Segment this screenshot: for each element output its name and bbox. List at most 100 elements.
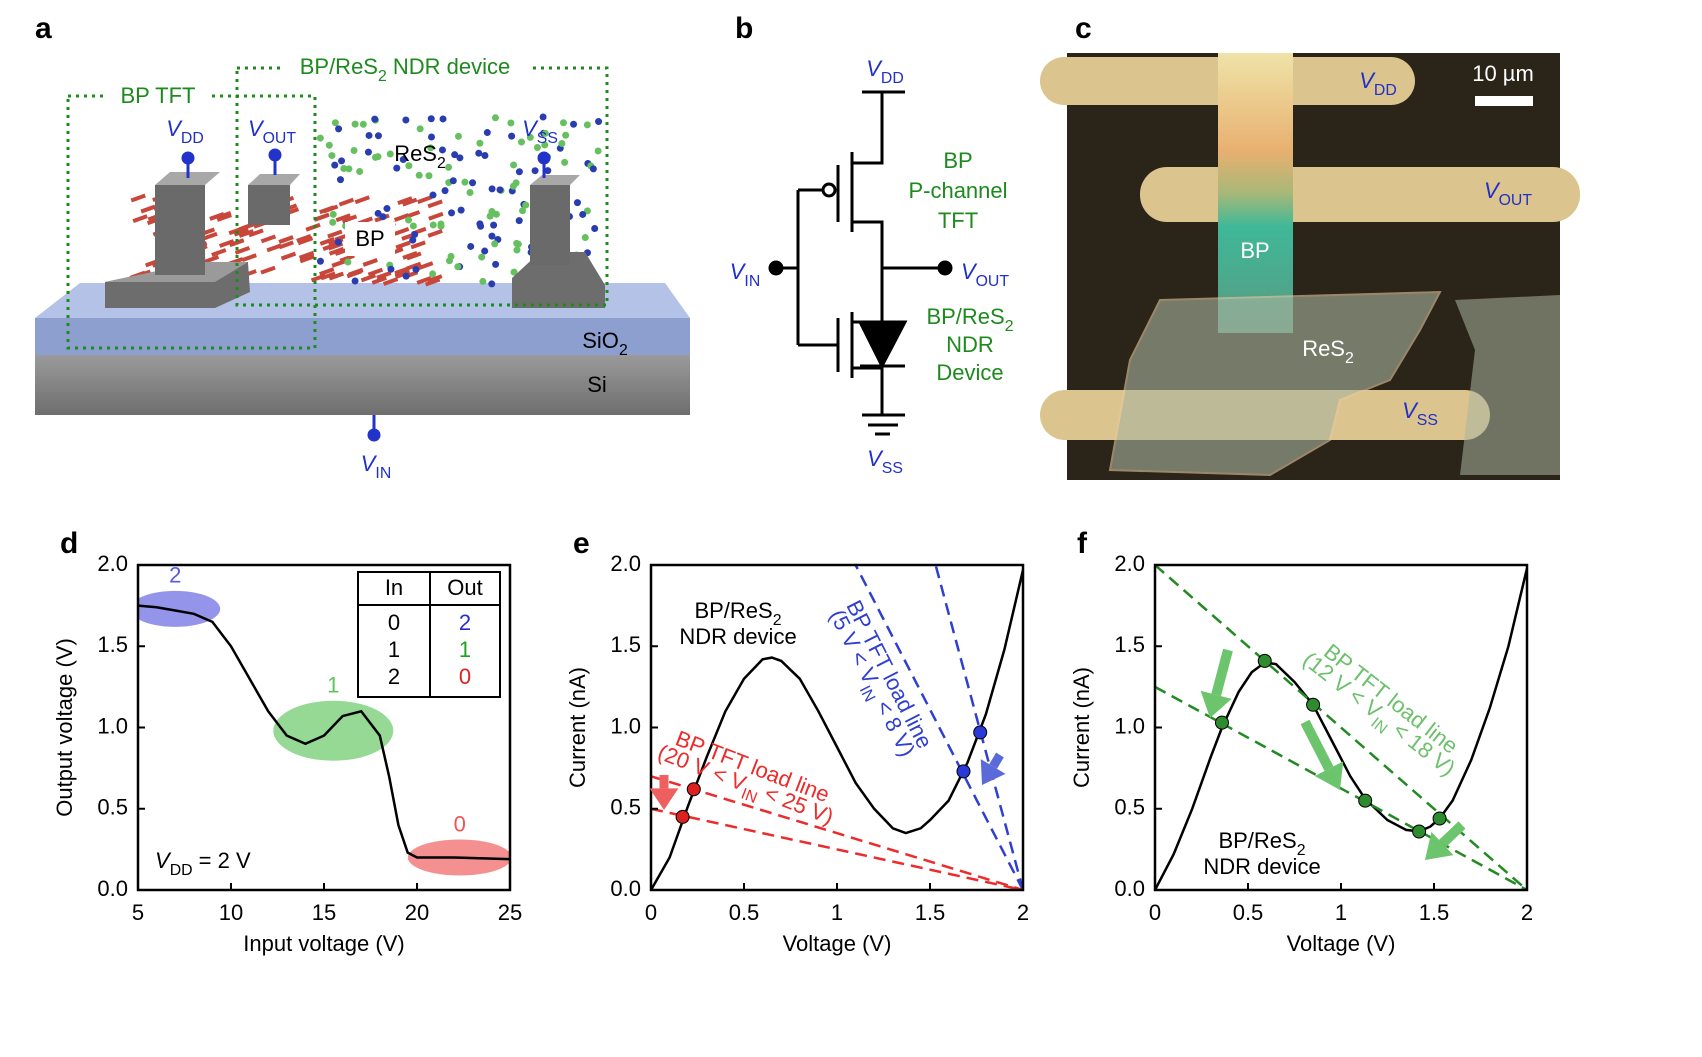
- curve: [651, 569, 1023, 890]
- marker: [1214, 715, 1229, 730]
- label: VIN: [730, 259, 761, 290]
- res2-atom: [539, 113, 547, 121]
- plot-area: [138, 590, 510, 876]
- res2-atom: [486, 212, 494, 220]
- bp-atom-bond: [416, 275, 432, 285]
- panel-label: e: [573, 527, 590, 560]
- res2-atom: [451, 151, 459, 159]
- res2-atom: [526, 133, 534, 141]
- res2-atom: [383, 205, 391, 213]
- bp-atom-bond: [260, 234, 277, 244]
- bp-atom-bond: [382, 277, 399, 286]
- label-part: SS: [882, 460, 903, 477]
- label-part: V: [248, 116, 265, 141]
- res2-atom: [336, 176, 344, 184]
- res2-atom: [467, 242, 475, 250]
- res2-atom: [351, 120, 359, 128]
- pin-head: [367, 428, 381, 442]
- y-tick-label: 2.0: [610, 551, 641, 576]
- marker: [1257, 653, 1272, 668]
- bp-atom-bond: [341, 214, 358, 224]
- x-tick-label: 0.5: [729, 900, 760, 925]
- bp-atom-bond: [371, 275, 387, 285]
- y-tick-label: 1.5: [97, 632, 128, 657]
- res2-atom: [415, 171, 423, 179]
- res2-atom: [371, 115, 379, 123]
- bp-atom-bond: [202, 231, 218, 241]
- bp-atom-bond: [130, 193, 146, 203]
- res2-atom: [469, 179, 477, 187]
- label-bg: [345, 222, 395, 256]
- label-part: V: [1484, 178, 1501, 203]
- bp-atom-bond: [298, 250, 315, 260]
- table-header: Out: [447, 575, 482, 600]
- arrow-shaft: [1211, 648, 1233, 697]
- res2-flake: [1455, 295, 1560, 475]
- bp-atom-bond: [266, 243, 282, 253]
- res2-atom: [325, 141, 333, 149]
- res2-atom: [439, 115, 447, 123]
- electrodes: [66, 55, 609, 442]
- res2-atom: [402, 116, 410, 124]
- res2-atom: [316, 257, 324, 265]
- bp-atom-bond: [428, 211, 444, 221]
- y-tick-label: 2.0: [1114, 551, 1145, 576]
- highlight-label: 1: [327, 673, 339, 698]
- marker: [1432, 811, 1447, 826]
- label: ReS2: [394, 141, 446, 172]
- label: BP: [1240, 238, 1269, 263]
- label-part: 2: [619, 342, 628, 359]
- label: BP: [943, 148, 972, 173]
- bp-atom-bond: [339, 253, 355, 263]
- res2-atom: [429, 221, 437, 229]
- label: BP TFT: [121, 83, 196, 108]
- res2-atom: [345, 165, 353, 173]
- label-part: NDR device: [387, 54, 510, 79]
- y-tick-label: 2.0: [97, 551, 128, 576]
- panel-label: a: [35, 12, 52, 45]
- res2-atom: [329, 218, 337, 226]
- label: VOUT: [248, 116, 296, 147]
- y-tick-label: 1.0: [1114, 713, 1145, 738]
- bp-atom-bond: [209, 212, 225, 221]
- res2-atom: [544, 167, 552, 175]
- x-axis-label: Input voltage (V): [243, 931, 404, 956]
- x-tick-label: 20: [405, 900, 429, 925]
- res2-atom: [483, 129, 491, 137]
- annotation-part: IN: [739, 785, 760, 807]
- bp-atom-bond: [376, 270, 392, 280]
- res2-atom: [595, 118, 603, 126]
- table-cell: 0: [459, 664, 471, 689]
- res2-atom: [416, 125, 424, 133]
- res2-atom: [441, 187, 449, 195]
- bp-atom-bond: [394, 266, 410, 276]
- annotation: NDR device: [679, 624, 796, 649]
- highlight-label: 2: [169, 563, 181, 588]
- bp-atom-bond: [216, 213, 232, 222]
- table-cell: 0: [388, 610, 400, 635]
- highlight: [138, 590, 221, 627]
- marker: [956, 764, 971, 779]
- res2-atom: [488, 185, 496, 193]
- arrow-head: [649, 788, 679, 810]
- y-axis-label: Output voltage (V): [52, 638, 77, 817]
- bp-atom-bond: [354, 195, 370, 205]
- label: Si: [587, 372, 607, 397]
- label-part: V: [1402, 398, 1419, 423]
- label-part: OUT: [263, 130, 297, 147]
- bp-atom-bond: [241, 253, 257, 263]
- bp-atom-bond: [228, 226, 244, 236]
- res2-atom: [512, 179, 520, 187]
- res2-atom: [351, 277, 359, 285]
- x-tick-label: 0: [645, 900, 657, 925]
- bp-atom-bond: [424, 277, 441, 287]
- bp-atom-bond: [310, 273, 327, 283]
- res2-atom: [491, 114, 499, 122]
- pin-head: [181, 151, 195, 165]
- annotation: NDR device: [1203, 854, 1320, 879]
- bp-atom-bond: [367, 267, 384, 277]
- bp-atom-bond: [338, 197, 355, 207]
- res2-atom: [340, 165, 348, 173]
- label-part: SS: [1417, 412, 1438, 429]
- load-line: [854, 565, 1023, 890]
